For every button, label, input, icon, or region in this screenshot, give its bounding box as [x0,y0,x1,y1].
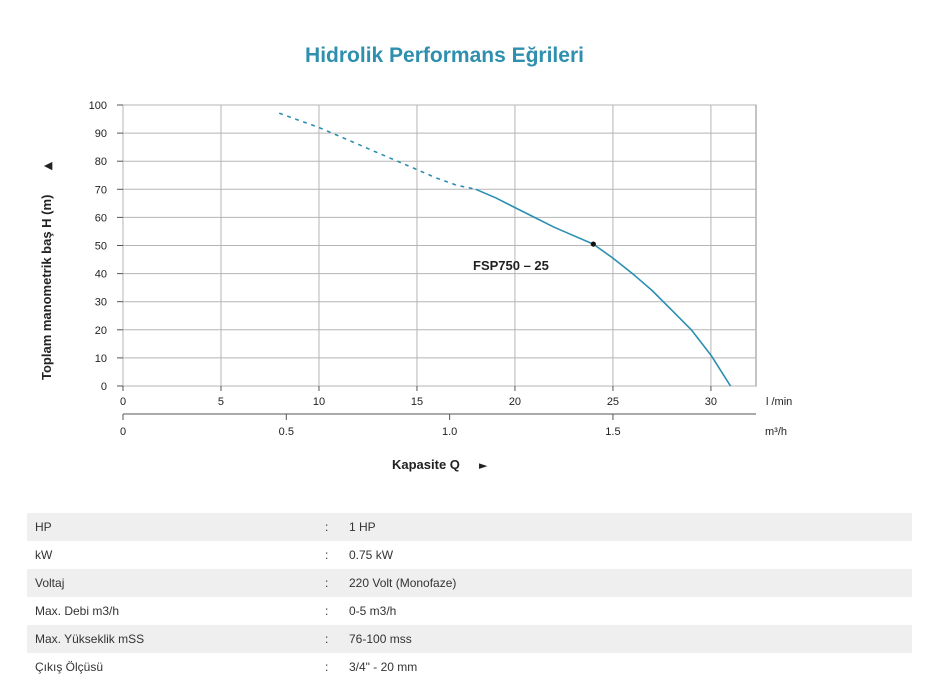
y-tick-label: 40 [95,269,107,281]
y-tick-label: 20 [95,325,107,337]
spec-value: 220 Volt (Monofaze) [349,569,912,597]
spec-key: Max. Debi m3/h [35,604,120,618]
spec-value: 0.75 kW [349,548,394,562]
spec-value: 1 HP [349,513,912,541]
y-tick-label: 90 [95,128,107,140]
x2-unit-label: m³/h [765,426,787,438]
x2-tick-label: 0.5 [279,426,294,438]
y-tick-label: 50 [95,241,107,253]
spec-row: Max. Yükseklik mSS:76-100 mss [27,625,912,653]
spec-key: Çıkış Ölçüsü [35,660,104,674]
y-tick-label: 80 [95,156,107,168]
spec-row: HP:1 HP [27,513,912,541]
y-tick-label: 70 [95,184,107,196]
spec-separator: : [325,625,349,653]
y-tick-label: 0 [101,381,107,393]
x2-tick-label: 1.5 [605,426,620,438]
x-tick-label: 20 [509,396,521,408]
x-tick-label: 25 [607,396,619,408]
x2-tick-label: 1.0 [442,426,457,438]
axis-layer: 0 10 20 30 40 50 60 70 80 90 100 0 5 10 15 20 25 30 l /min… [89,100,793,438]
x-unit-label: l /min [766,396,792,408]
chart-title: Hidrolik Performans Eğrileri [305,44,584,67]
spec-row: Voltaj:220 Volt (Monofaze) [27,569,912,597]
y-tick-label: 100 [89,100,107,112]
spec-separator: : [325,569,349,597]
y-axis-label: Toplam manometrik baş H (m) [39,195,54,380]
x-tick-label: 10 [313,396,325,408]
spec-key: Voltaj [27,569,325,597]
spec-key: kW [35,548,53,562]
performance-chart: 0 10 20 30 40 50 60 70 80 90 100 0 5 10 15 20 25 30 l /min… [39,100,793,472]
spec-key: Max. Yükseklik mSS [27,625,325,653]
series-line-dashed [278,112,477,191]
spec-value: 76-100 mss [349,625,912,653]
y-tick-label: 10 [95,353,107,365]
spec-value: 3/4" - 20 mm [349,660,418,674]
x2-tick-label: 0 [120,426,126,438]
operating-point-marker [590,241,596,247]
spec-row: Çıkış Ölçüsü: 3/4" - 20 mm [27,653,912,681]
x-tick-label: 15 [411,396,423,408]
x-tick-label: 0 [120,396,126,408]
series-label: FSP750 – 25 [473,258,549,273]
grid-layer [122,104,757,387]
spec-separator: : [325,604,329,618]
y-axis-arrow-icon: ▲ [41,161,54,170]
spec-value: 0-5 m3/h [349,604,397,618]
series-line-solid [475,188,732,387]
x-axis-label: Kapasite Q [392,457,460,472]
y-tick-label: 30 [95,297,107,309]
y-tick-label: 60 [95,212,107,224]
spec-key: HP [27,513,325,541]
spec-separator: : [325,548,329,562]
x-tick-label: 30 [705,396,717,408]
spec-separator: : [325,513,349,541]
x-tick-label: 5 [218,396,224,408]
spec-row: kW: 0.75 kW [27,541,912,569]
spec-separator: : [325,660,329,674]
x-axis-arrow-icon: ► [479,459,488,472]
series-layer: FSP750 – 25 [278,112,732,387]
spec-row: Max. Debi m3/h: 0-5 m3/h [27,597,912,625]
spec-table: HP:1 HP kW:0.75 kW Voltaj:220 Volt (Monofa… [27,513,912,681]
